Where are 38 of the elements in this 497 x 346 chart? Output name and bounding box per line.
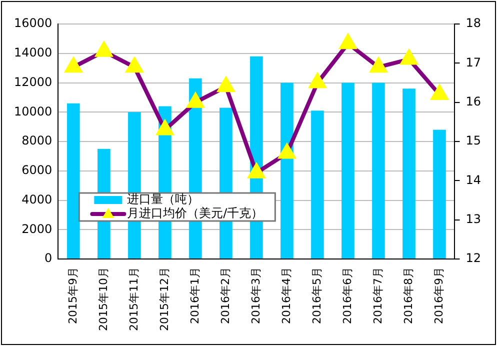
x-tick-label: 2015年10月: [96, 267, 110, 332]
x-tick-label: 2015年12月: [158, 267, 171, 332]
x-tick-label: 2016年6月: [340, 267, 354, 324]
bar: [372, 82, 385, 259]
y-tick-label: 0: [44, 251, 52, 266]
y2-tick-label: 13: [466, 212, 482, 226]
bar: [342, 82, 354, 259]
bar: [280, 82, 294, 259]
x-tick-label: 2016年3月: [249, 267, 262, 324]
bar: [402, 88, 416, 259]
y2-tick-label: 18: [466, 16, 482, 30]
x-tick-label: 2016年8月: [402, 267, 415, 324]
y2-tick-label: 16: [466, 94, 482, 108]
y2-tick-label: 14: [466, 172, 482, 187]
legend-label: 月进口均价（美元/千克）: [127, 206, 264, 220]
y-tick-label: 8000: [22, 134, 52, 148]
x-tick-label: 2015年11月: [127, 267, 140, 332]
x-tick-label: 2016年7月: [371, 267, 384, 324]
y2-tick-label: 17: [466, 55, 482, 70]
y-tick-label: 14000: [14, 46, 52, 60]
y-tick-label: 16000: [14, 16, 52, 30]
y-tick-label: 12000: [14, 74, 52, 89]
x-tick-label: 2016年2月: [218, 267, 232, 324]
bar: [311, 110, 324, 259]
legend-label: 进口量（吨）: [127, 192, 200, 206]
y2-tick-label: 12: [466, 251, 482, 266]
y2-tick-label: 15: [466, 134, 482, 148]
y-tick-label: 2000: [22, 222, 52, 236]
y-tick-label: 4000: [22, 192, 52, 206]
x-tick-label: 2016年4月: [280, 267, 293, 324]
x-tick-label: 2016年9月: [432, 267, 446, 324]
y-tick-label: 10000: [14, 104, 52, 118]
bar: [433, 130, 446, 259]
y-tick-label: 6000: [22, 163, 52, 178]
x-tick-label: 2016年5月: [310, 267, 324, 324]
x-tick-label: 2016年1月: [188, 267, 202, 324]
x-tick-label: 2015年9月: [66, 267, 80, 324]
bar: [67, 103, 80, 259]
